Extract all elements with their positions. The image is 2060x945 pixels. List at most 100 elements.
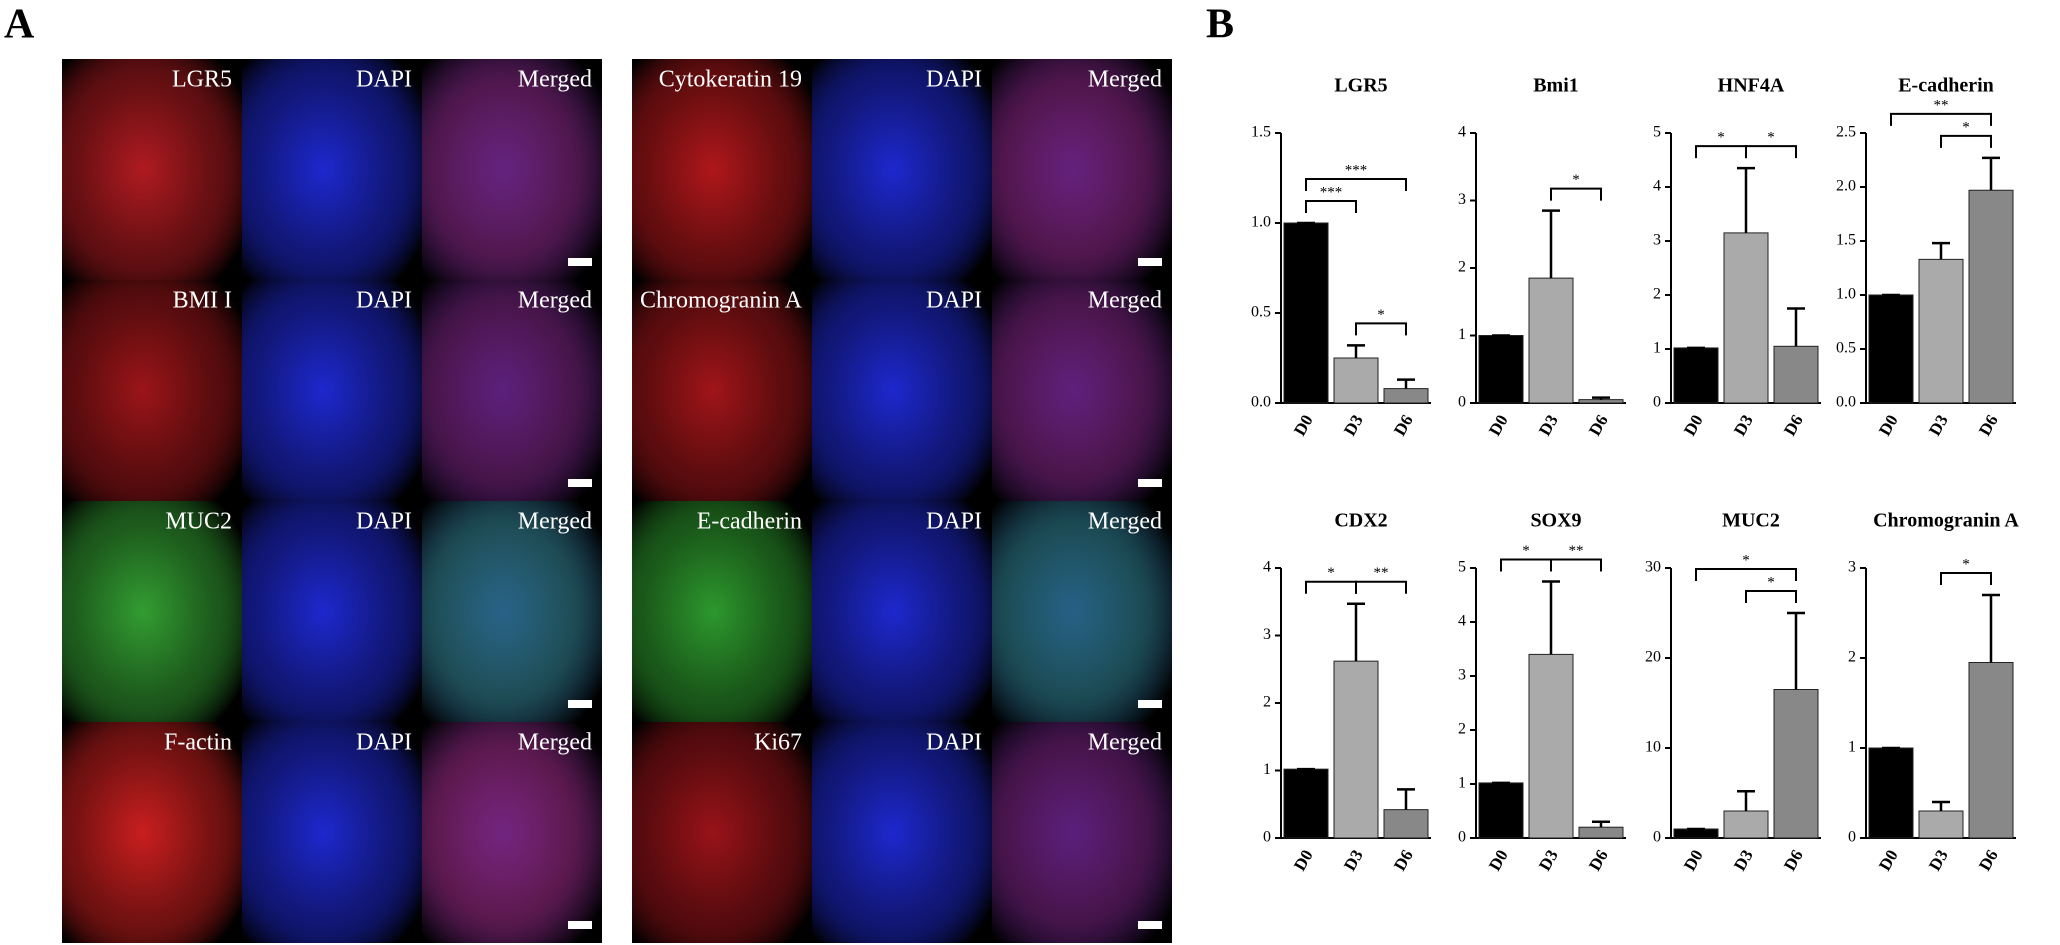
y-tick-label: 2 [1848,649,1856,666]
y-tick-label: 0.5 [1836,340,1856,357]
y-tick-label: 1 [1458,775,1466,792]
bar [1673,828,1719,839]
stain-label: F-actin [164,730,232,756]
bar [1723,232,1769,404]
micrograph [242,501,422,722]
panel-label: B [1206,2,1234,48]
bar [1673,347,1719,404]
x-tick-label: D0 [1680,411,1707,438]
y-tick-label: 4 [1458,613,1466,630]
significance-bracket [1890,112,1992,126]
significance-bracket [1355,580,1407,594]
bar [1773,345,1819,404]
y-tick-label: 2.5 [1836,124,1856,141]
x-tick-label: D6 [1780,846,1807,873]
y-tick-label: 0.0 [1836,394,1856,411]
significance-bracket [1550,187,1602,201]
x-tick-label: D3 [1340,411,1367,438]
chart-title: Bmi1 [1533,75,1579,97]
micrograph [632,280,812,501]
significance-label: * [1767,574,1775,590]
x-tick-label: D3 [1925,846,1952,873]
bar [1868,747,1914,839]
significance-label: ** [1374,565,1389,581]
micrograph [632,722,812,943]
y-tick-label: 2 [1458,259,1466,276]
x-tick-label: D0 [1485,411,1512,438]
significance-bracket [1355,322,1407,336]
bar [1528,277,1574,404]
x-tick-label: D0 [1290,846,1317,873]
x-tick-label: D3 [1730,411,1757,438]
bar [1478,335,1524,404]
y-tick-label: 2 [1458,721,1466,738]
x-tick-label: D3 [1535,846,1562,873]
stain-label: BMI I [173,288,232,314]
bar [1578,399,1624,404]
y-tick-label: 3 [1263,626,1271,643]
bar [1383,388,1429,404]
scale-bar [568,700,592,708]
micrograph [62,280,242,501]
y-tick-label: 10 [1645,739,1661,756]
stain-label: DAPI [926,67,982,93]
y-tick-label: 2 [1653,286,1661,303]
bar [1918,810,1964,839]
significance-label: *** [1320,184,1343,200]
bar [1968,662,2014,839]
y-tick-label: 1.5 [1251,124,1271,141]
stain-label: E-cadherin [697,509,802,535]
significance-label: * [1717,130,1725,146]
y-tick-label: 0 [1653,394,1661,411]
scale-bar [1138,921,1162,929]
micrograph [992,722,1172,943]
y-tick-label: 3 [1653,232,1661,249]
x-tick-label: D3 [1925,411,1952,438]
y-tick-label: 3 [1458,667,1466,684]
stain-label: Merged [518,509,592,535]
stain-label: DAPI [356,288,412,314]
y-tick-label: 0 [1848,829,1856,846]
stain-label: Merged [1088,67,1162,93]
micrograph [62,59,242,280]
micrograph [812,501,992,722]
y-tick-label: 1.5 [1836,232,1856,249]
x-tick-label: D3 [1535,411,1562,438]
chart-title: CDX2 [1334,510,1387,532]
y-tick-label: 1.0 [1836,286,1856,303]
bar [1283,222,1329,404]
scale-bar [1138,479,1162,487]
significance-label: * [1572,172,1580,188]
x-tick-label: D6 [1585,411,1612,438]
bar [1773,689,1819,839]
y-tick-label: 30 [1645,559,1661,576]
stain-label: DAPI [356,67,412,93]
bar [1968,189,2014,404]
x-tick-label: D0 [1485,846,1512,873]
micrograph [422,501,602,722]
y-tick-label: 4 [1653,178,1661,195]
micrograph [62,722,242,943]
bar [1383,809,1429,839]
micrograph [422,722,602,943]
stain-label: MUC2 [165,509,232,535]
stain-label: DAPI [356,730,412,756]
x-tick-label: D6 [1975,846,2002,873]
y-tick-label: 5 [1458,559,1466,576]
x-tick-label: D0 [1875,411,1902,438]
y-tick-label: 1 [1458,326,1466,343]
micrograph [632,59,812,280]
y-tick-label: 4 [1458,124,1466,141]
bar [1333,357,1379,404]
significance-bracket [1745,145,1797,159]
significance-label: *** [1345,162,1368,178]
x-tick-label: D3 [1340,846,1367,873]
scale-bar [1138,700,1162,708]
stain-label: DAPI [926,509,982,535]
significance-bracket [1940,572,1992,585]
stain-label: Ki67 [754,730,802,756]
bar [1868,294,1914,404]
y-tick-label: 1.0 [1251,214,1271,231]
y-tick-label: 0.0 [1251,394,1271,411]
